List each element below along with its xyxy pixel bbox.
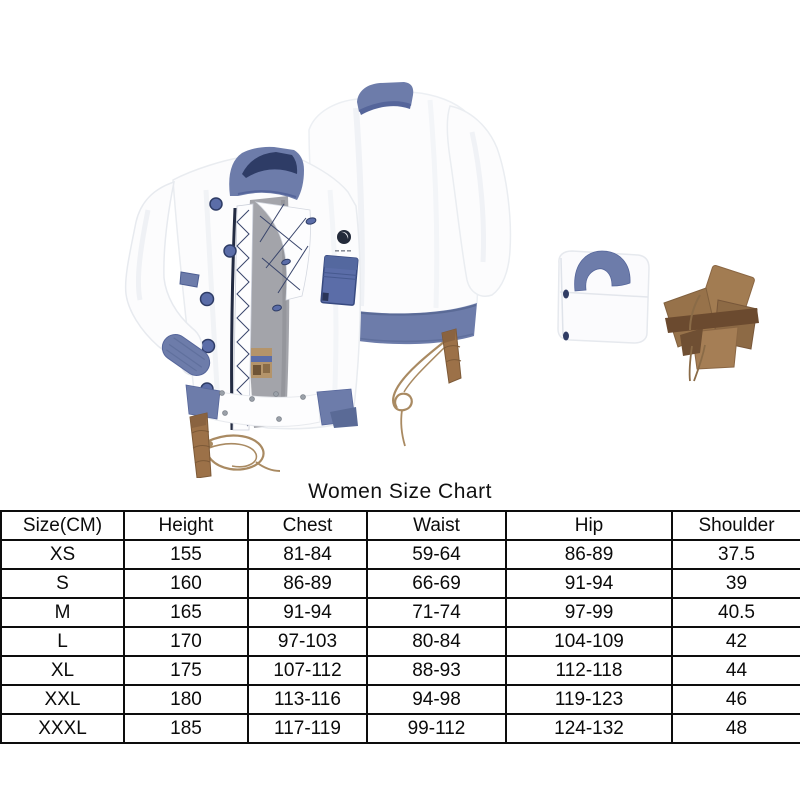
col-header-height: Height xyxy=(123,510,249,541)
cell: 117-119 xyxy=(247,713,368,744)
cell: 44 xyxy=(671,655,800,686)
cell: 97-103 xyxy=(247,626,368,657)
cell: 112-118 xyxy=(505,655,673,686)
size-chart-title: Women Size Chart xyxy=(308,480,492,503)
cell: XXL xyxy=(0,684,125,715)
table-row-xl: XL 175 107-112 88-93 112-118 44 xyxy=(0,655,800,686)
jacket-folded xyxy=(557,250,650,344)
table-row-s: S 160 86-89 66-69 91-94 39 xyxy=(0,568,800,599)
cell: 94-98 xyxy=(366,684,507,715)
cell: 91-94 xyxy=(505,568,673,599)
cell: 175 xyxy=(123,655,249,686)
snap-button xyxy=(305,217,317,225)
cell: 124-132 xyxy=(505,713,673,744)
cell: 86-89 xyxy=(247,568,368,599)
inner-garment-detail xyxy=(251,348,272,378)
cell: 119-123 xyxy=(505,684,673,715)
folded-button xyxy=(563,331,569,341)
cell: 107-112 xyxy=(247,655,368,686)
size-chart-table: Size(CM) Height Chest Waist Hip Shoulder… xyxy=(0,510,800,744)
cell: M xyxy=(0,597,125,628)
col-header-waist: Waist xyxy=(366,510,507,541)
cell: 160 xyxy=(123,568,249,599)
product-photo xyxy=(124,82,759,478)
table-row-l: L 170 97-103 80-84 104-109 42 xyxy=(0,626,800,657)
folded-collar xyxy=(574,250,631,292)
table-row-m: M 165 91-94 71-74 97-99 40.5 xyxy=(0,597,800,628)
left-sleeve xyxy=(124,180,211,376)
snap-button xyxy=(272,304,282,312)
chest-flap xyxy=(179,271,200,288)
col-header-hip: Hip xyxy=(505,510,673,541)
cell: 48 xyxy=(671,713,800,744)
leather-holster-right xyxy=(392,328,462,447)
size-chart-header-row: Size(CM) Height Chest Waist Hip Shoulder xyxy=(0,510,800,541)
cell: 104-109 xyxy=(505,626,673,657)
jacket-front-view xyxy=(124,146,362,431)
back-collar xyxy=(357,82,414,115)
cell: 42 xyxy=(671,626,800,657)
cell: XXXL xyxy=(0,713,125,744)
cell: S xyxy=(0,568,125,599)
cell: 80-84 xyxy=(366,626,507,657)
folded-button xyxy=(563,289,569,299)
col-header-shoulder: Shoulder xyxy=(671,510,800,541)
table-row-xxxl: XXXL 185 117-119 99-112 124-132 48 xyxy=(0,713,800,744)
cell: 165 xyxy=(123,597,249,628)
cell: XS xyxy=(0,539,125,570)
cell: 180 xyxy=(123,684,249,715)
col-header-chest: Chest xyxy=(247,510,368,541)
cell: 170 xyxy=(123,626,249,657)
cell: 71-74 xyxy=(366,597,507,628)
cell: 113-116 xyxy=(247,684,368,715)
cell: 97-99 xyxy=(505,597,673,628)
cell: 155 xyxy=(123,539,249,570)
cell: 185 xyxy=(123,713,249,744)
cell: 86-89 xyxy=(505,539,673,570)
cell: 88-93 xyxy=(366,655,507,686)
cell: 81-84 xyxy=(247,539,368,570)
cell: 66-69 xyxy=(366,568,507,599)
cell: 46 xyxy=(671,684,800,715)
front-hem xyxy=(185,384,358,428)
cell: 39 xyxy=(671,568,800,599)
cell: 37.5 xyxy=(671,539,800,570)
logo-badge xyxy=(335,230,351,252)
leather-belt-set xyxy=(663,264,759,382)
table-row-xxl: XXL 180 113-116 94-98 119-123 46 xyxy=(0,684,800,715)
chest-pocket xyxy=(320,255,359,306)
front-collar xyxy=(229,146,304,200)
cell: L xyxy=(0,626,125,657)
snap-button xyxy=(281,258,291,266)
diamond-trim xyxy=(254,201,311,301)
cell: 59-64 xyxy=(366,539,507,570)
col-header-size: Size(CM) xyxy=(0,510,125,541)
cell: 99-112 xyxy=(366,713,507,744)
cell: XL xyxy=(0,655,125,686)
table-row-xs: XS 155 81-84 59-64 86-89 37.5 xyxy=(0,539,800,570)
cell: 40.5 xyxy=(671,597,800,628)
leather-holster-left xyxy=(189,412,281,478)
cell: 91-94 xyxy=(247,597,368,628)
